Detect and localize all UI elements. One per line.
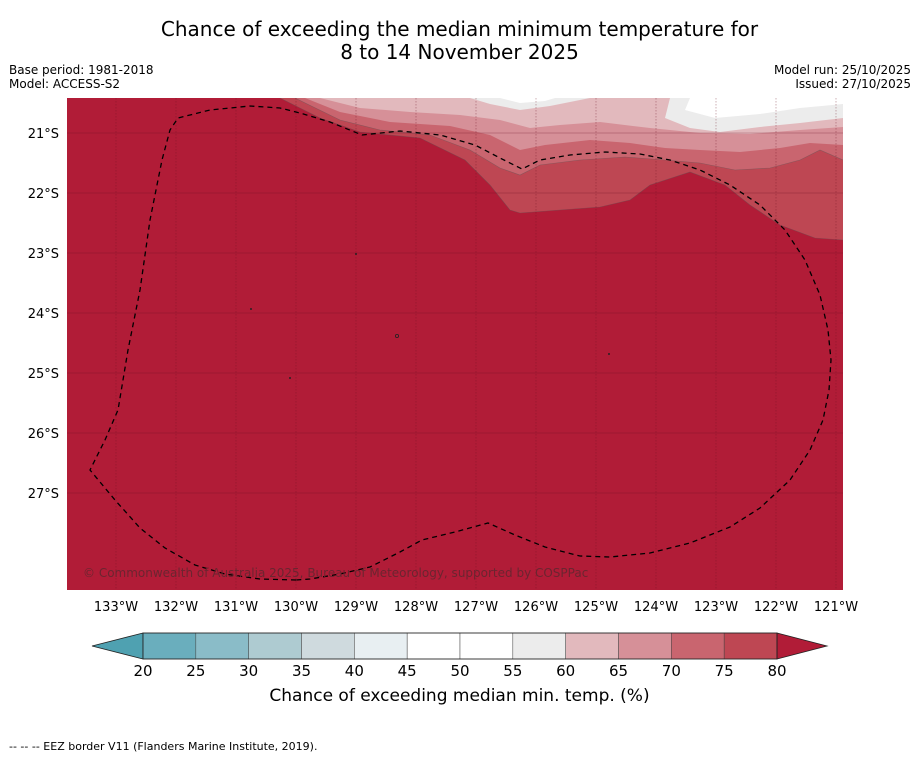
- lat-label: 23°S: [28, 247, 59, 262]
- lon-label: 130°W: [274, 600, 318, 615]
- lon-label: 131°W: [214, 600, 258, 615]
- islands: [249, 252, 611, 379]
- colorbar-frame: [142, 632, 778, 660]
- colorbar-tick-label: 40: [345, 662, 364, 680]
- colorbar-tick-label: 75: [715, 662, 734, 680]
- colorbar-cell: [354, 632, 408, 660]
- contour-lines: [279, 98, 843, 241]
- colorbar-under-arrow: [91, 632, 144, 660]
- title-line-2: 8 to 14 November 2025: [340, 40, 579, 64]
- lon-label: 123°W: [694, 600, 738, 615]
- eez-border: [89, 105, 832, 581]
- lat-label: 24°S: [28, 307, 59, 322]
- lon-label: 122°W: [754, 600, 798, 615]
- model-run: Model run: 25/10/2025: [773, 63, 911, 77]
- base-period: Base period: 1981-2018: [9, 63, 154, 77]
- probability-band-55a: [470, 98, 590, 110]
- colorbar-tick-label: 50: [450, 662, 469, 680]
- lat-label: 25°S: [28, 367, 59, 382]
- probability-band-50b: [685, 98, 843, 118]
- colorbar-tick-label: 80: [767, 662, 786, 680]
- issued-date: Issued: 27/10/2025: [795, 77, 911, 91]
- copyright-notice: © Commonwealth of Australia 2025, Bureau…: [83, 566, 588, 580]
- colorbar-cell: [618, 632, 672, 660]
- colorbar-tick-label: 45: [398, 662, 417, 680]
- colorbar-tick-label: 65: [609, 662, 628, 680]
- colorbar-tick-label: 20: [133, 662, 152, 680]
- eez-footnote: -- -- -- EEZ border V11 (Flanders Marine…: [9, 740, 318, 753]
- colorbar-tick-label: 70: [662, 662, 681, 680]
- colorbar: 20 25 30 35 40 45 50 55 60 65 70 75 80: [91, 632, 829, 680]
- colorbar-cell: [248, 632, 302, 660]
- colorbar-tick-label: 35: [292, 662, 311, 680]
- colorbar-cell: [723, 632, 778, 660]
- lat-label: 21°S: [28, 127, 59, 142]
- lon-label: 133°W: [94, 600, 138, 615]
- colorbar-ticks: 20 25 30 35 40 45 50 55 60 65 70 75 80: [133, 662, 786, 680]
- colorbar-cell: [406, 632, 461, 660]
- lon-label: 121°W: [814, 600, 858, 615]
- colorbar-over-arrow: [776, 632, 829, 660]
- island-2: [249, 307, 252, 310]
- colorbar-cell: [301, 632, 355, 660]
- title-line-1: Chance of exceeding the median minimum t…: [160, 17, 759, 41]
- lon-label: 127°W: [454, 600, 498, 615]
- probability-band-50a: [500, 98, 555, 103]
- latitude-gridlines: [67, 132, 843, 494]
- model-name: Model: ACCESS-S2: [9, 77, 121, 91]
- lat-label: 26°S: [28, 427, 59, 442]
- colorbar-label: Chance of exceeding median min. temp. (%…: [269, 686, 650, 706]
- lat-label: 22°S: [28, 187, 59, 202]
- island-5: [354, 252, 357, 255]
- lon-label: 129°W: [334, 600, 378, 615]
- colorbar-cell: [142, 632, 197, 660]
- map-title: Chance of exceeding the median minimum t…: [0, 18, 919, 64]
- colorbar-cell: [459, 632, 514, 660]
- colorbar-cell: [565, 632, 619, 660]
- lon-label: 132°W: [154, 600, 198, 615]
- colorbar-cell: [195, 632, 249, 660]
- island-4: [608, 352, 611, 355]
- meta-right: Model run: 25/10/2025 Issued: 27/10/2025: [774, 63, 911, 91]
- longitude-gridlines: [115, 98, 837, 590]
- colorbar-cell: [671, 632, 725, 660]
- colorbar-cells: [142, 632, 778, 660]
- map-panel: © Commonwealth of Australia 2025, Bureau…: [67, 98, 843, 590]
- island-1: [394, 333, 399, 338]
- lat-label: 27°S: [28, 487, 59, 502]
- colorbar-tick-label: 30: [239, 662, 258, 680]
- colorbar-cell: [512, 632, 566, 660]
- colorbar-tick-label: 55: [503, 662, 522, 680]
- longitude-labels: 133°W 132°W 131°W 130°W 129°W 128°W 127°…: [94, 600, 858, 615]
- lon-label: 128°W: [394, 600, 438, 615]
- island-3: [288, 376, 291, 379]
- colorbar-tick-label: 60: [556, 662, 575, 680]
- lon-label: 125°W: [574, 600, 618, 615]
- latitude-labels: 21°S 22°S 23°S 24°S 25°S 26°S 27°S: [28, 127, 59, 502]
- colorbar-tick-label: 25: [186, 662, 205, 680]
- lon-label: 126°W: [514, 600, 558, 615]
- meta-left: Base period: 1981-2018 Model: ACCESS-S2: [9, 63, 154, 91]
- lon-label: 124°W: [634, 600, 678, 615]
